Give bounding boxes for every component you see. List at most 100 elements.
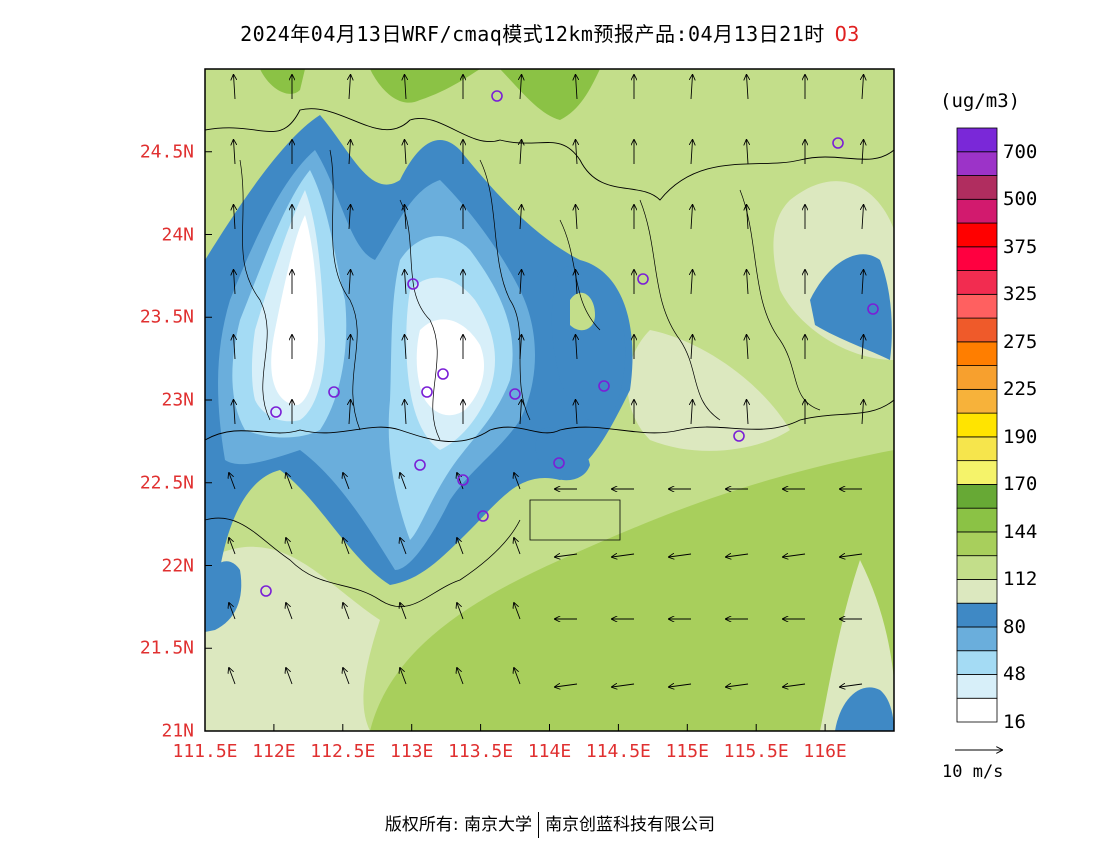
wind-arrow [349, 140, 351, 165]
wind-arrow [783, 554, 806, 557]
wind-arrow [747, 400, 749, 425]
wind-arrow [555, 684, 578, 687]
wind-arrow [520, 270, 522, 295]
wind-arrow [520, 400, 522, 425]
wind-arrow [234, 140, 236, 165]
wind-arrow [349, 335, 351, 360]
wind-arrow [576, 140, 578, 165]
colorbar-swatch [956, 483, 998, 509]
colorbar-label: 48 [1003, 663, 1026, 686]
wind-arrow [234, 75, 236, 100]
lon-label: 114.5E [585, 741, 651, 762]
station-marker [477, 510, 489, 522]
colorbar-swatch [956, 175, 998, 200]
colorbar-swatch [956, 507, 998, 533]
station-marker [598, 380, 610, 392]
wind-arrow [726, 554, 749, 557]
wind-arrow [234, 335, 236, 360]
colorbar-label: 16 [1003, 711, 1026, 733]
lat-label: 21N [161, 720, 194, 742]
wind-arrow [514, 668, 521, 685]
colorbar-label: 225 [1003, 378, 1038, 401]
wind-arrow [576, 270, 578, 295]
station-marker [553, 457, 565, 469]
wind-arrow [405, 270, 407, 295]
colorbar-swatch [956, 650, 998, 675]
field-sea-south [370, 450, 894, 731]
wind-arrow [234, 205, 236, 230]
wind-arrow [349, 75, 351, 100]
wind-arrow [234, 400, 236, 425]
field-blue-southwest [205, 561, 242, 632]
wind-arrow [229, 538, 236, 555]
concentration-field [205, 69, 894, 731]
colorbar-swatch [956, 341, 998, 366]
wind-arrow [286, 603, 293, 620]
lon-label: 113E [390, 741, 434, 762]
colorbar-label: 80 [1003, 615, 1026, 638]
field-northeast [560, 69, 894, 470]
station-marker [733, 430, 745, 442]
colorbar-swatch [956, 555, 998, 580]
colorbar-swatch [956, 127, 998, 153]
wind-arrow [840, 684, 863, 687]
wind-arrow [405, 205, 407, 230]
field-southwest [205, 546, 380, 731]
colorbar-label: 170 [1003, 473, 1038, 496]
wind-arrow [405, 335, 407, 360]
wind-arrow [343, 603, 350, 620]
colorbar-swatch [956, 222, 998, 248]
wind-arrow [669, 684, 692, 687]
colorbar-swatch [956, 198, 998, 224]
colorbar-swatch [956, 602, 998, 628]
colorbar-swatch [956, 674, 998, 699]
wind-arrow [400, 603, 407, 620]
reference-arrow-label: 10 m/s [942, 762, 1004, 782]
wind-vectors [229, 75, 864, 687]
colorbar-label: 144 [1003, 520, 1038, 543]
wind-arrow [747, 75, 749, 100]
colorbar-swatch [956, 365, 998, 390]
lat-label: 24N [161, 224, 194, 245]
wind-arrow [400, 473, 407, 490]
coastline [205, 399, 894, 442]
lat-label: 22N [161, 555, 194, 576]
wind-arrow [457, 538, 464, 555]
wind-arrow [405, 75, 407, 100]
wind-arrow [457, 603, 464, 620]
wind-arrow [862, 335, 864, 360]
axis-ticks [204, 151, 826, 732]
colorbar-label: 700 [1003, 140, 1038, 163]
wind-arrow [747, 205, 749, 230]
lat-label: 23N [161, 389, 194, 411]
wind-arrow [862, 205, 864, 230]
station-marker [637, 273, 649, 285]
wind-arrow [862, 400, 864, 425]
wind-arrow [405, 400, 407, 425]
wind-arrow [691, 140, 693, 165]
lat-label: 23.5N [139, 306, 194, 328]
station-markers [260, 90, 879, 597]
wind-arrow [349, 270, 351, 295]
colorbar-swatch [956, 579, 998, 604]
footer-left: 版权所有: 南京大学 [384, 815, 533, 835]
footer-separator [538, 812, 540, 838]
field-white-west [271, 215, 318, 405]
field-blue-northeast [810, 254, 892, 360]
wind-arrow [286, 473, 293, 490]
lon-label: 116E [803, 741, 847, 762]
wind-arrow [691, 335, 693, 360]
lon-label: 111.5E [172, 741, 238, 762]
wind-arrow [229, 473, 236, 490]
colorbar-label: 190 [1003, 425, 1038, 448]
colorbar-swatch [956, 246, 998, 271]
wind-arrow [343, 538, 350, 555]
wind-arrow [576, 75, 578, 100]
wind-arrow [747, 335, 749, 360]
colorbar-swatch [956, 460, 998, 485]
colorbar-swatch [956, 270, 998, 295]
page-title: 2024年04月13日WRF/cmaq模式12km预报产品:04月13日21时 O… [0, 18, 1100, 47]
lon-label: 115E [665, 741, 709, 762]
wind-arrow [229, 603, 236, 620]
